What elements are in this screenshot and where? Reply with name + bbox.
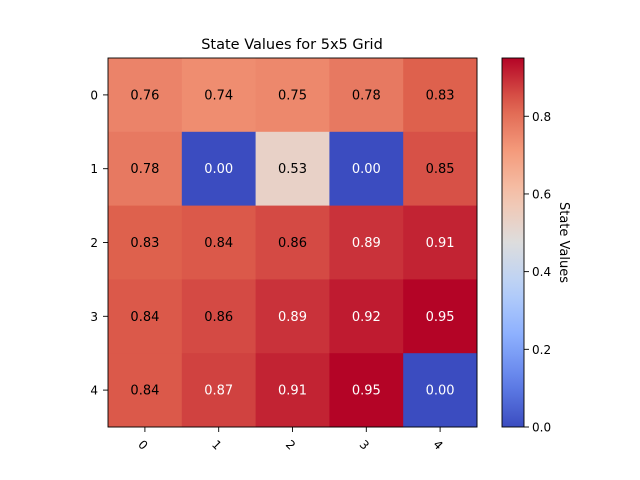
cell-label-r1-c4: 0.85 [426, 162, 455, 177]
heatmap-cell-r2-c1 [181, 205, 257, 280]
y-tick-label-3: 3 [90, 310, 98, 324]
heatmap-cell-r3-c0 [108, 279, 183, 354]
cell-label-r4-c0: 0.84 [130, 384, 159, 399]
cell-label-r3-c3: 0.92 [352, 310, 381, 325]
heatmap-cell-r0-c3 [329, 58, 404, 133]
heatmap-cell-r2-c2 [255, 205, 330, 280]
cell-label-r1-c1: 0.00 [204, 162, 233, 177]
colorbar-tick-label-2: 0.4 [532, 265, 551, 279]
cell-label-r3-c2: 0.89 [278, 310, 307, 325]
cell-label-r3-c0: 0.84 [130, 310, 159, 325]
cell-label-r4-c3: 0.95 [352, 384, 381, 399]
cell-label-r2-c3: 0.89 [352, 236, 381, 251]
colorbar-tick-label-1: 0.2 [532, 343, 551, 357]
cell-label-r2-c0: 0.83 [130, 236, 159, 251]
y-tick-label-2: 2 [90, 236, 98, 250]
cell-value-labels: 0.76 0.74 0.75 0.78 0.83 0.78 0.00 0.53 0.00 0.85… [130, 88, 454, 398]
heatmap-cell-r1-c0 [108, 131, 183, 207]
heatmap-cell-r3-c4 [403, 279, 478, 354]
cell-label-r0-c3: 0.78 [352, 88, 381, 103]
heatmap-cell-r4-c0 [108, 353, 183, 428]
heatmap-cell-r4-c3 [329, 353, 404, 428]
heatmap-cell-r4-c2 [255, 353, 330, 428]
x-tick-label-1: 1 [209, 437, 224, 452]
cell-label-r1-c2: 0.53 [278, 162, 307, 177]
heatmap-cell-r2-c3 [329, 205, 404, 280]
heatmap-cell-r0-c4 [403, 58, 478, 133]
heatmap-cell-r2-c0 [108, 205, 183, 280]
y-tick-label-0: 0 [90, 88, 98, 102]
colorbar-label: State Values [556, 202, 571, 283]
colorbar [502, 58, 524, 427]
heatmap-cell-r0-c1 [181, 58, 257, 133]
heatmap-cell-r2-c4 [403, 205, 478, 280]
heatmap-cell-r3-c1 [181, 279, 257, 354]
cell-label-r2-c1: 0.84 [204, 236, 233, 251]
chart-title: State Values for 5x5 Grid [201, 37, 383, 53]
cell-label-r4-c1: 0.87 [204, 384, 233, 399]
cell-label-r0-c2: 0.75 [278, 88, 307, 103]
colorbar-frame [501, 57, 525, 428]
cell-label-r4-c4: 0.00 [426, 384, 455, 399]
colorbar-tick-label-0: 0.0 [532, 421, 551, 435]
cell-label-r0-c1: 0.74 [204, 88, 233, 103]
cell-label-r2-c4: 0.91 [426, 236, 455, 251]
colorbar-tick-label-3: 0.6 [532, 187, 551, 201]
x-tick-label-0: 0 [135, 437, 150, 452]
heatmap-cell-r1-c2 [255, 131, 330, 207]
x-tick-label-2: 2 [283, 437, 298, 452]
heatmap-cell-r4-c1 [181, 353, 257, 428]
cell-label-r3-c4: 0.95 [426, 310, 455, 325]
cell-label-r1-c3: 0.00 [352, 162, 381, 177]
heatmap-cell-r4-c4 [403, 353, 478, 428]
heatmap-cell-r1-c1 [181, 131, 257, 207]
cell-label-r0-c4: 0.83 [426, 88, 455, 103]
cell-label-r0-c0: 0.76 [130, 88, 159, 103]
cell-label-r3-c1: 0.86 [204, 310, 233, 325]
heatmap-cell-r3-c3 [329, 279, 404, 354]
colorbar-ticks: 0.0 0.2 0.4 0.6 0.8 [524, 110, 551, 435]
heatmap-cells [108, 58, 478, 428]
x-tick-label-4: 4 [430, 437, 445, 452]
heatmap-cell-r3-c2 [255, 279, 330, 354]
cell-label-r4-c2: 0.91 [278, 384, 307, 399]
heatmap-cell-r1-c4 [403, 131, 478, 207]
x-tick-label-3: 3 [357, 437, 372, 452]
y-axis-ticks: 0 1 2 3 4 [90, 88, 108, 398]
y-tick-label-4: 4 [90, 384, 98, 398]
cell-label-r1-c0: 0.78 [130, 162, 159, 177]
cell-label-r2-c2: 0.86 [278, 236, 307, 251]
x-axis-ticks: 0 1 2 3 4 [135, 427, 446, 453]
heatmap-cell-r0-c0 [108, 58, 183, 133]
heatmap-cell-r1-c3 [329, 131, 404, 207]
heatmap-cell-r0-c2 [255, 58, 330, 133]
colorbar-tick-label-4: 0.8 [532, 110, 551, 124]
y-tick-label-1: 1 [90, 162, 98, 176]
